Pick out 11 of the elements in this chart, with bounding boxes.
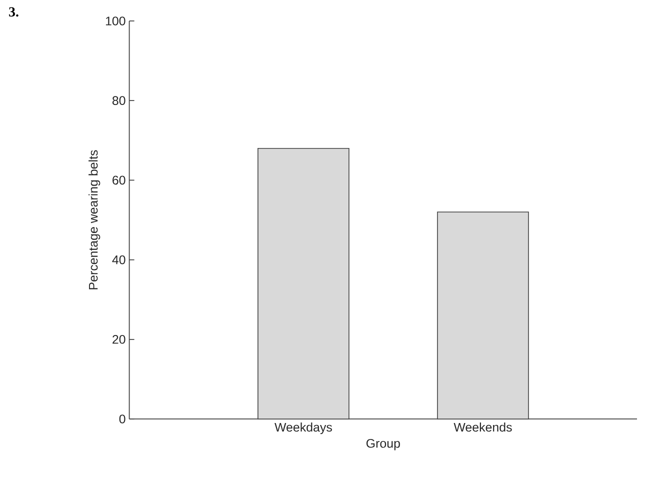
x-axis-title: Group <box>366 438 400 450</box>
y-tick-label: 40 <box>112 255 126 264</box>
text: 3. <box>9 7 18 17</box>
y-tick-label: 80 <box>112 96 126 105</box>
y-tick-label: 100 <box>106 16 126 26</box>
y-tick-label: 20 <box>112 334 126 344</box>
y-axis-title: Percentage wearing belts <box>88 150 100 290</box>
y-tick-label: 0 <box>119 414 126 424</box>
x-tick-label: Weekends <box>454 422 512 432</box>
x-tick-label: Weekdays <box>274 422 332 434</box>
y-tick-label: 60 <box>112 176 126 185</box>
